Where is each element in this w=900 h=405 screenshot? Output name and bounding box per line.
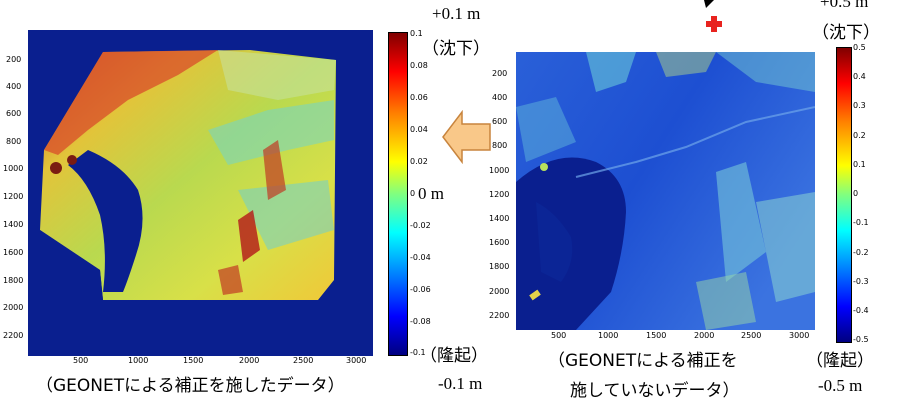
- left-colorbar-tick: 0: [410, 189, 416, 198]
- left-colorbar-tick: 0.08: [410, 61, 428, 70]
- left-colorbar-tick: 0.04: [410, 125, 428, 134]
- left-map-image: [28, 30, 373, 356]
- left-x-tick: 2000: [239, 356, 260, 365]
- left-y-tick: 2000: [3, 303, 24, 312]
- left-y-tick: 1400: [3, 220, 24, 229]
- left-y-tick: 2200: [3, 331, 24, 340]
- left-colorbar-tick: -0.08: [410, 317, 431, 326]
- left-arrow-icon: [442, 110, 491, 164]
- right-y-tick: 1800: [489, 262, 510, 271]
- right-y-tick: 1200: [489, 190, 510, 199]
- left-colorbar-tick: 0.06: [410, 93, 428, 102]
- right-y-tick: 400: [492, 93, 508, 102]
- right-colorbar-tick: 0.5: [853, 43, 866, 52]
- left-top-value: +0.1 m: [432, 4, 481, 23]
- left-x-tick: 1000: [128, 356, 149, 365]
- left-y-tick: 800: [6, 137, 22, 146]
- right-caption-line1: （GEONETによる補正を: [548, 351, 738, 371]
- right-colorbar-tick: -0.5: [853, 335, 869, 344]
- right-colorbar-tick: 0.1: [853, 160, 866, 169]
- right-colorbar-tick: -0.1: [853, 218, 869, 227]
- right-caption-line2: 施していないデータ）: [570, 381, 740, 401]
- left-x-tick: 2500: [293, 356, 314, 365]
- right-y-tick: 1400: [489, 214, 510, 223]
- right-x-tick: 500: [551, 331, 567, 340]
- left-colorbar-tick: 0.02: [410, 157, 428, 166]
- red-cross-icon: [704, 0, 722, 32]
- right-colorbar-tick: 0.2: [853, 131, 866, 140]
- right-x-tick: 2500: [741, 331, 762, 340]
- left-colorbar-tick: -0.06: [410, 285, 431, 294]
- left-y-tick: 1800: [3, 276, 24, 285]
- right-colorbar-tick: -0.3: [853, 277, 869, 286]
- left-colorbar: [388, 32, 408, 356]
- left-x-tick: 1500: [183, 356, 204, 365]
- left-y-tick: 200: [6, 55, 22, 64]
- left-colorbar-tick: 0.1: [410, 29, 423, 38]
- right-y-tick: 2200: [489, 311, 510, 320]
- left-y-tick: 1600: [3, 248, 24, 257]
- right-colorbar: [836, 47, 852, 343]
- right-colorbar-tick: -0.2: [853, 248, 869, 257]
- right-top-label: （沈下）: [812, 23, 880, 43]
- right-y-tick: 600: [492, 117, 508, 126]
- left-y-tick: 1000: [3, 164, 24, 173]
- right-bottom-label: （隆起）: [806, 351, 874, 371]
- right-x-tick: 1000: [598, 331, 619, 340]
- right-colorbar-tick: -0.4: [853, 306, 869, 315]
- left-colorbar-tick: -0.04: [410, 253, 431, 262]
- right-top-value: +0.5 m: [820, 0, 869, 11]
- right-x-tick: 1500: [646, 331, 667, 340]
- left-y-tick: 400: [6, 82, 22, 91]
- left-bottom-value: -0.1 m: [438, 374, 483, 393]
- right-y-tick: 200: [492, 69, 508, 78]
- right-bottom-value: -0.5 m: [818, 376, 863, 395]
- right-y-tick: 800: [492, 141, 508, 150]
- left-caption: （GEONETによる補正を施したデータ）: [36, 376, 345, 396]
- right-colorbar-tick: 0: [853, 189, 859, 198]
- left-y-tick: 600: [6, 109, 22, 118]
- left-y-tick: 1200: [3, 192, 24, 201]
- left-insar-map: [28, 30, 373, 356]
- right-y-tick: 1600: [489, 238, 510, 247]
- right-y-tick: 1000: [489, 166, 510, 175]
- right-insar-map: [516, 52, 815, 330]
- right-y-tick: 2000: [489, 287, 510, 296]
- left-zero-label: 0 m: [418, 184, 444, 203]
- left-bottom-label: （隆起）: [420, 346, 488, 366]
- right-x-tick: 3000: [789, 331, 810, 340]
- left-x-tick: 500: [73, 356, 89, 365]
- right-colorbar-tick: 0.3: [853, 101, 866, 110]
- left-top-label: （沈下）: [422, 39, 490, 59]
- left-x-tick: 3000: [346, 356, 367, 365]
- right-colorbar-tick: 0.4: [853, 72, 866, 81]
- right-x-tick: 2000: [694, 331, 715, 340]
- left-colorbar-tick: -0.02: [410, 221, 431, 230]
- right-map-image: [516, 52, 815, 330]
- left-colorbar-tick: -0.1: [410, 348, 426, 357]
